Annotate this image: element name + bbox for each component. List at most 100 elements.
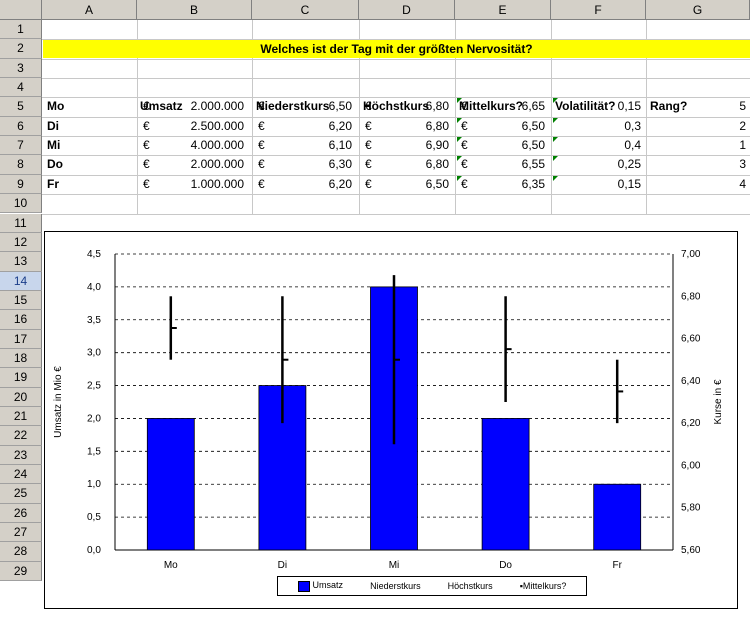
row-header-23[interactable]: 23 — [0, 445, 42, 466]
cell-currency[interactable]: € — [365, 138, 372, 153]
row-header-7[interactable]: 7 — [0, 136, 42, 156]
cell-day[interactable]: Mi — [47, 138, 61, 153]
header-umsatz[interactable]: Umsatz — [140, 99, 183, 113]
column-header-f[interactable]: F — [551, 0, 646, 20]
row-header-27[interactable]: 27 — [0, 523, 42, 543]
combo-chart[interactable]: 0,0 0,5 1,0 1,5 2,0 2,5 3,0 3,5 4,0 4,5 5,60 5,80 6,… — [44, 231, 738, 609]
row-header-3[interactable]: 3 — [0, 58, 42, 79]
cell-currency[interactable]: € — [258, 118, 265, 133]
row-header-28[interactable]: 28 — [0, 542, 42, 562]
row-header-21[interactable]: 21 — [0, 407, 42, 427]
cell-volatilitaet[interactable]: 0,15 — [617, 99, 641, 114]
row-header-17[interactable]: 17 — [0, 329, 42, 349]
row-header-22[interactable]: 22 — [0, 426, 42, 446]
row-header-12[interactable]: 12 — [0, 232, 42, 253]
cell-currency[interactable]: € — [461, 118, 468, 133]
row-header-9[interactable]: 9 — [0, 174, 42, 195]
cell-day[interactable]: Do — [47, 157, 63, 172]
cell-hoechstkurs[interactable]: 6,80 — [425, 118, 449, 133]
row-header-1[interactable]: 1 — [0, 20, 42, 40]
cell-currency[interactable]: € — [365, 118, 372, 133]
row-header-25[interactable]: 25 — [0, 484, 42, 504]
cell-rang[interactable]: 1 — [739, 138, 746, 153]
cell-niederstkurs[interactable]: 6,30 — [328, 157, 352, 172]
cell-hoechstkurs[interactable]: 6,50 — [425, 176, 449, 191]
column-header-c[interactable]: C — [252, 0, 359, 20]
cell-umsatz[interactable]: 2.000.000 — [190, 99, 244, 114]
row-header-4[interactable]: 4 — [0, 78, 42, 98]
cell-currency[interactable]: € — [258, 138, 265, 153]
chart-legend[interactable]: Umsatz Niederstkurs Höchstkurs ▪Mittelku… — [277, 576, 587, 596]
row-header-19[interactable]: 19 — [0, 368, 42, 388]
cell-currency[interactable]: € — [258, 157, 265, 172]
cell-currency[interactable]: € — [461, 157, 468, 172]
cell-day[interactable]: Fr — [47, 176, 59, 191]
row-header-13[interactable]: 13 — [0, 252, 42, 272]
cell-currency[interactable]: € — [143, 118, 150, 133]
row-header-18[interactable]: 18 — [0, 348, 42, 369]
cell-currency[interactable]: € — [461, 99, 468, 114]
row-header-20[interactable]: 20 — [0, 387, 42, 407]
cell-niederstkurs[interactable]: 6,20 — [328, 176, 352, 191]
cell-umsatz[interactable]: 2.000.000 — [190, 157, 244, 172]
cell-day[interactable]: Di — [47, 118, 59, 133]
cell-volatilitaet[interactable]: 0,3 — [624, 118, 641, 133]
cell-mittelkurs[interactable]: 6,55 — [521, 157, 545, 172]
cell-umsatz[interactable]: 4.000.000 — [190, 138, 244, 153]
row-header-29[interactable]: 29 — [0, 561, 42, 582]
cell-currency[interactable]: € — [461, 138, 468, 153]
cell-currency[interactable]: € — [365, 157, 372, 172]
cell-rang[interactable]: 5 — [739, 99, 746, 114]
cell-volatilitaet[interactable]: 0,15 — [617, 176, 641, 191]
column-header-e[interactable]: E — [455, 0, 551, 20]
row-header-2[interactable]: 2 — [0, 39, 42, 59]
cell-day[interactable]: Mo — [47, 99, 65, 114]
cell-niederstkurs[interactable]: 6,20 — [328, 118, 352, 133]
cell-mittelkurs[interactable]: 6,65 — [521, 99, 545, 114]
header-volatilitaet[interactable]: Volatilität? — [555, 99, 616, 113]
cell-currency[interactable]: € — [365, 99, 372, 114]
cell-rang[interactable]: 2 — [739, 118, 746, 133]
cell-mittelkurs[interactable]: 6,35 — [521, 176, 545, 191]
cell-currency[interactable]: € — [143, 157, 150, 172]
cell-currency[interactable]: € — [461, 176, 468, 191]
column-header-d[interactable]: D — [359, 0, 455, 20]
row-header-11[interactable]: 11 — [0, 213, 42, 233]
row-header-16[interactable]: 16 — [0, 310, 42, 330]
row-header-8[interactable]: 8 — [0, 155, 42, 175]
sheet-title[interactable]: Welches ist der Tag mit der größten Nerv… — [43, 40, 750, 58]
header-mittelkurs[interactable]: Mittelkurs? — [459, 99, 524, 113]
row-header-26[interactable]: 26 — [0, 503, 42, 524]
cell-hoechstkurs[interactable]: 6,80 — [425, 99, 449, 114]
row-header-15[interactable]: 15 — [0, 290, 42, 311]
cell-volatilitaet[interactable]: 0,4 — [624, 138, 641, 153]
cell-hoechstkurs[interactable]: 6,80 — [425, 157, 449, 172]
column-header-g[interactable]: G — [646, 0, 750, 20]
header-rang[interactable]: Rang? — [650, 99, 688, 113]
cell-mittelkurs[interactable]: 6,50 — [521, 118, 545, 133]
cell-currency[interactable]: € — [143, 138, 150, 153]
cell-niederstkurs[interactable]: 6,10 — [328, 138, 352, 153]
row-header-14[interactable]: 14 — [0, 271, 42, 291]
cell-currency[interactable]: € — [258, 176, 265, 191]
cell-currency[interactable]: € — [143, 99, 150, 114]
cell-currency[interactable]: € — [143, 176, 150, 191]
cell-hoechstkurs[interactable]: 6,90 — [425, 138, 449, 153]
cell-umsatz[interactable]: 1.000.000 — [190, 176, 244, 191]
cell-rang[interactable]: 3 — [739, 157, 746, 172]
row-header-5[interactable]: 5 — [0, 97, 42, 117]
cell-volatilitaet[interactable]: 0,25 — [617, 157, 641, 172]
cell-umsatz[interactable]: 2.500.000 — [190, 118, 244, 133]
cell-mittelkurs[interactable]: 6,50 — [521, 138, 545, 153]
header-niederstkurs[interactable]: Niederstkurs — [256, 99, 330, 113]
column-header-a[interactable]: A — [42, 0, 137, 20]
cell-rang[interactable]: 4 — [739, 176, 746, 191]
row-header-10[interactable]: 10 — [0, 194, 42, 214]
column-header-b[interactable]: B — [137, 0, 252, 20]
header-hoechstkurs[interactable]: Höchstkurs — [363, 99, 430, 113]
row-header-6[interactable]: 6 — [0, 116, 42, 137]
cell-currency[interactable]: € — [365, 176, 372, 191]
cell-currency[interactable]: € — [258, 99, 265, 114]
row-header-24[interactable]: 24 — [0, 465, 42, 485]
select-all-corner[interactable] — [0, 0, 42, 20]
